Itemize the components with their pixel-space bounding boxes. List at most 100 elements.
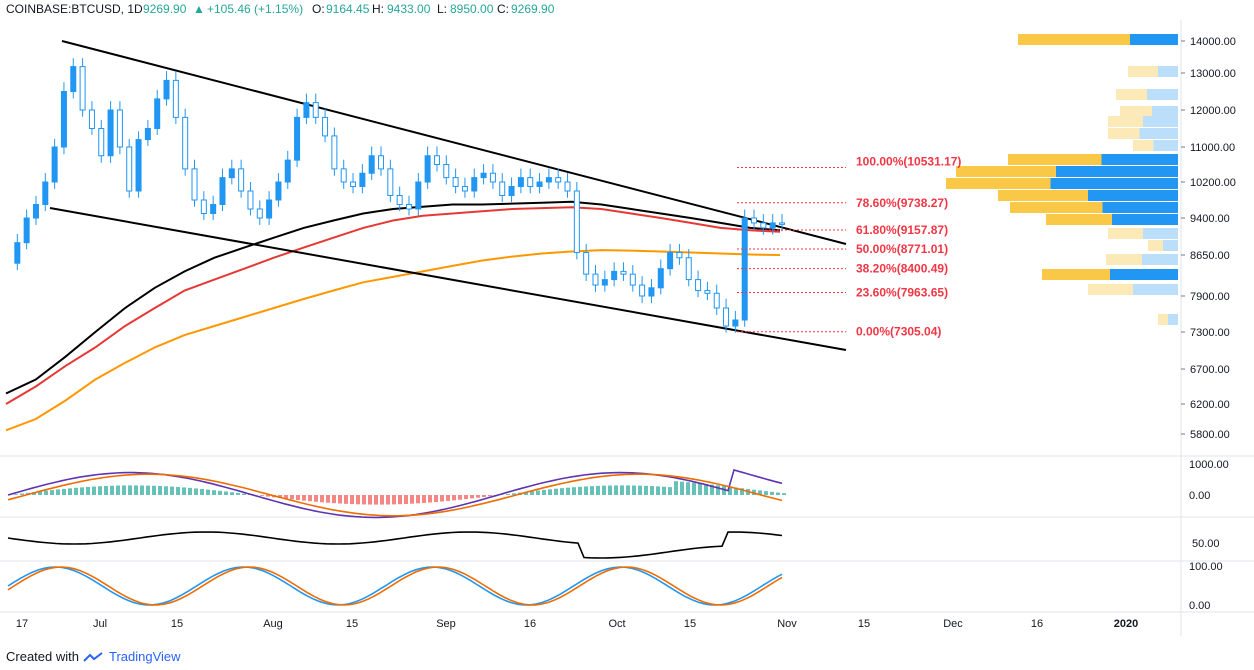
macd-histogram-bar bbox=[398, 495, 402, 505]
macd-histogram-bar bbox=[626, 485, 630, 495]
macd-histogram-bar bbox=[506, 494, 510, 495]
low-label: L: bbox=[437, 2, 447, 16]
vp-bar-sell bbox=[1046, 214, 1112, 225]
macd-histogram-bar bbox=[536, 490, 540, 495]
candle-body bbox=[98, 128, 105, 157]
macd-histogram-bar bbox=[20, 493, 24, 495]
macd-histogram-bar bbox=[116, 485, 120, 495]
macd-histogram-bar bbox=[380, 495, 384, 505]
candle-body bbox=[620, 270, 627, 275]
macd-histogram-bar bbox=[656, 486, 660, 495]
price-tick-label: 13000.00 bbox=[1190, 68, 1236, 80]
candle-body bbox=[564, 181, 571, 192]
macd-histogram-bar bbox=[170, 486, 174, 495]
macd-histogram-bar bbox=[650, 486, 654, 495]
candle-body bbox=[685, 257, 692, 281]
macd-histogram-bar bbox=[218, 490, 222, 495]
trend-channel bbox=[49, 40, 847, 351]
macd-histogram-bar bbox=[758, 490, 762, 495]
macd-histogram-bar bbox=[278, 495, 282, 499]
candle-body bbox=[32, 204, 39, 219]
macd-histogram-bar bbox=[488, 495, 492, 497]
candle-body bbox=[769, 222, 776, 229]
macd-histogram-bar bbox=[92, 486, 96, 495]
candle-body bbox=[555, 177, 562, 183]
macd-histogram-bar bbox=[542, 489, 546, 495]
macd-histogram-bar bbox=[176, 486, 180, 495]
macd-histogram-bar bbox=[722, 486, 726, 495]
vp-bar-sell bbox=[1018, 34, 1130, 45]
macd-histogram-bar bbox=[56, 489, 60, 495]
macd-histogram-bar bbox=[344, 495, 348, 504]
macd-histogram-bar bbox=[740, 488, 744, 495]
candle-body bbox=[499, 181, 506, 196]
candle-body bbox=[154, 98, 161, 130]
candle-body bbox=[489, 172, 496, 183]
rsi-tick-50: 50.00 bbox=[1192, 538, 1220, 550]
candle-body bbox=[573, 190, 580, 254]
macd-histogram-bar bbox=[200, 488, 204, 495]
vp-bar-buy bbox=[1112, 214, 1178, 225]
tradingview-brand[interactable]: TradingView bbox=[108, 649, 181, 664]
candle-body bbox=[107, 109, 114, 157]
candle-body bbox=[760, 222, 767, 229]
vp-bar-sell bbox=[946, 178, 1051, 189]
upper-trendline bbox=[61, 40, 847, 245]
candle-body bbox=[723, 307, 730, 327]
vp-bar-sell bbox=[956, 166, 1056, 177]
macd-histogram-bar bbox=[602, 485, 606, 495]
vp-bar-buy bbox=[1158, 66, 1178, 77]
candle-body bbox=[648, 287, 655, 297]
fib-level-label: 78.60%(9738.27) bbox=[856, 196, 948, 210]
vp-bar-buy bbox=[1101, 154, 1178, 165]
rsi-pane: 50.00 bbox=[7, 531, 1220, 559]
macd-histogram-bar bbox=[770, 491, 774, 495]
candle-body bbox=[210, 204, 217, 214]
candle-body bbox=[191, 168, 198, 201]
macd-histogram-bar bbox=[182, 487, 186, 495]
macd-histogram-bar bbox=[122, 485, 126, 495]
symbol-label[interactable]: COINBASE:BTCUSD, 1D bbox=[6, 2, 143, 16]
vp-bar-buy bbox=[1133, 284, 1178, 295]
candle-body bbox=[266, 199, 273, 219]
candle-body bbox=[88, 109, 95, 129]
candle-body bbox=[639, 284, 646, 297]
candle-body bbox=[60, 91, 67, 148]
created-with-label: Created with bbox=[6, 649, 79, 664]
candle-body bbox=[424, 155, 431, 183]
fib-level-label: 23.60%(7963.65) bbox=[856, 286, 948, 300]
macd-histogram-bar bbox=[44, 490, 48, 495]
vp-bar-sell bbox=[1128, 66, 1158, 77]
high-label: H: bbox=[372, 2, 384, 16]
candle-body bbox=[331, 135, 338, 170]
macd-histogram-bar bbox=[188, 487, 192, 495]
macd-histogram-bar bbox=[152, 485, 156, 495]
price-tick-label: 7900.00 bbox=[1190, 291, 1230, 303]
vp-bar-buy bbox=[1102, 202, 1178, 213]
time-tick-label: 16 bbox=[1031, 618, 1043, 630]
open-value: 9164.45 bbox=[326, 2, 370, 16]
candle-body bbox=[14, 242, 21, 264]
macd-histogram-bar bbox=[68, 488, 72, 495]
macd-histogram-bar bbox=[782, 493, 786, 495]
macd-histogram-bar bbox=[320, 495, 324, 503]
candle-body bbox=[350, 181, 357, 187]
macd-histogram-bar bbox=[128, 485, 132, 495]
macd-tick-1000: 1000.00 bbox=[1189, 459, 1229, 471]
macd-histogram-bar bbox=[668, 487, 672, 495]
candle-body bbox=[275, 181, 282, 201]
vp-bar-sell bbox=[1008, 154, 1102, 165]
price-tick-label: 7300.00 bbox=[1190, 327, 1230, 339]
vp-bar-sell bbox=[1120, 106, 1152, 117]
macd-histogram-bar bbox=[548, 489, 552, 495]
price-tick-label: 9400.00 bbox=[1190, 213, 1230, 225]
vp-bar-sell bbox=[1088, 284, 1133, 295]
vp-bar-sell bbox=[1106, 254, 1142, 265]
macd-histogram-bar bbox=[338, 495, 342, 504]
up-arrow-icon: ▲ bbox=[193, 2, 205, 16]
macd-histogram-bar bbox=[332, 495, 336, 504]
vp-bar-buy bbox=[1050, 178, 1178, 189]
candle-body bbox=[471, 177, 478, 192]
vp-bar-buy bbox=[1151, 106, 1178, 117]
candle-body bbox=[396, 195, 403, 205]
